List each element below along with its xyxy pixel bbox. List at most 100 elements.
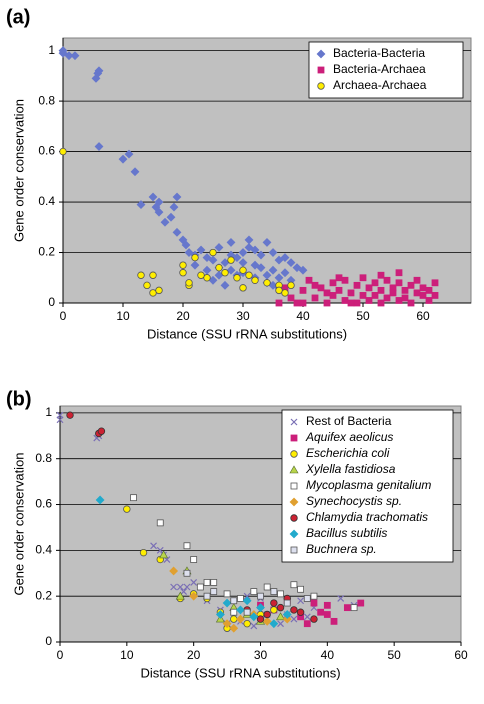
point <box>401 294 409 302</box>
point <box>305 276 313 284</box>
point <box>290 514 298 522</box>
point <box>242 596 252 606</box>
point <box>97 427 106 435</box>
y-axis-title: Gene order conservation <box>11 99 26 242</box>
point <box>181 240 191 250</box>
y-axis-title: Gene order conservation <box>11 452 26 595</box>
point <box>249 612 259 622</box>
point <box>154 207 164 217</box>
point <box>94 66 104 76</box>
legend-box <box>281 409 454 563</box>
point <box>299 299 307 307</box>
point <box>189 591 199 601</box>
point <box>425 297 433 304</box>
point <box>297 597 305 605</box>
point <box>250 588 258 595</box>
point <box>190 556 198 563</box>
point <box>365 284 373 292</box>
point <box>290 606 298 614</box>
point <box>209 248 217 257</box>
point <box>130 494 137 502</box>
point <box>350 604 358 612</box>
point <box>293 299 301 307</box>
point <box>59 147 67 156</box>
point <box>377 271 385 279</box>
point <box>118 154 128 164</box>
point <box>303 613 311 621</box>
point <box>276 603 285 612</box>
panel-label: (b) <box>6 388 32 410</box>
point <box>215 610 225 619</box>
legend-label: Bacillus subtilis <box>306 526 387 540</box>
point <box>282 610 292 619</box>
panel-label: (a) <box>6 6 30 28</box>
point <box>245 271 253 279</box>
point <box>191 253 199 262</box>
point <box>341 276 349 284</box>
point <box>263 583 271 591</box>
point <box>290 450 298 458</box>
point <box>159 550 169 559</box>
point <box>196 583 204 591</box>
point <box>227 256 235 264</box>
point <box>401 286 409 294</box>
point <box>262 616 272 626</box>
point <box>155 286 163 295</box>
point <box>287 281 295 290</box>
point <box>341 297 349 304</box>
point <box>290 615 298 623</box>
point <box>310 615 318 623</box>
point <box>371 292 379 299</box>
legend-label: Aquifex aeolicus <box>305 430 393 444</box>
point <box>287 294 295 302</box>
point <box>377 286 385 294</box>
point <box>276 612 286 621</box>
point <box>190 260 200 270</box>
point <box>196 245 206 255</box>
point <box>256 603 265 613</box>
point <box>169 202 179 212</box>
point <box>256 615 265 623</box>
point <box>169 566 179 576</box>
point <box>337 595 345 602</box>
x-tick-label: 30 <box>254 648 268 662</box>
point <box>250 622 258 630</box>
point <box>290 581 298 589</box>
point <box>353 299 361 307</box>
x-tick-label: 50 <box>387 648 401 662</box>
point <box>210 588 218 595</box>
point <box>160 217 170 227</box>
point <box>269 619 279 629</box>
point <box>359 274 367 282</box>
point <box>202 253 212 262</box>
point <box>123 505 131 513</box>
point <box>208 255 218 265</box>
point <box>431 292 439 299</box>
point <box>311 281 319 289</box>
point <box>236 614 245 624</box>
point <box>176 583 184 591</box>
point <box>244 235 254 245</box>
legend-label: Chlamydia trachomatis <box>306 510 428 524</box>
point <box>329 292 337 299</box>
point <box>296 608 305 616</box>
point <box>317 66 325 74</box>
point <box>179 269 187 277</box>
point <box>215 263 223 272</box>
point <box>250 245 260 255</box>
point <box>297 585 305 593</box>
point <box>357 599 365 607</box>
point <box>183 569 191 577</box>
point <box>244 243 254 252</box>
point <box>156 519 164 527</box>
point <box>281 289 289 297</box>
x-tick-label: 50 <box>356 309 370 323</box>
point <box>383 276 391 284</box>
legend-label: Synechocystis sp. <box>306 494 402 508</box>
point <box>425 286 433 294</box>
point <box>365 297 373 304</box>
point <box>335 274 343 282</box>
point <box>323 299 331 307</box>
point <box>310 599 318 607</box>
legend-label: Rest of Bacteria <box>306 414 392 428</box>
